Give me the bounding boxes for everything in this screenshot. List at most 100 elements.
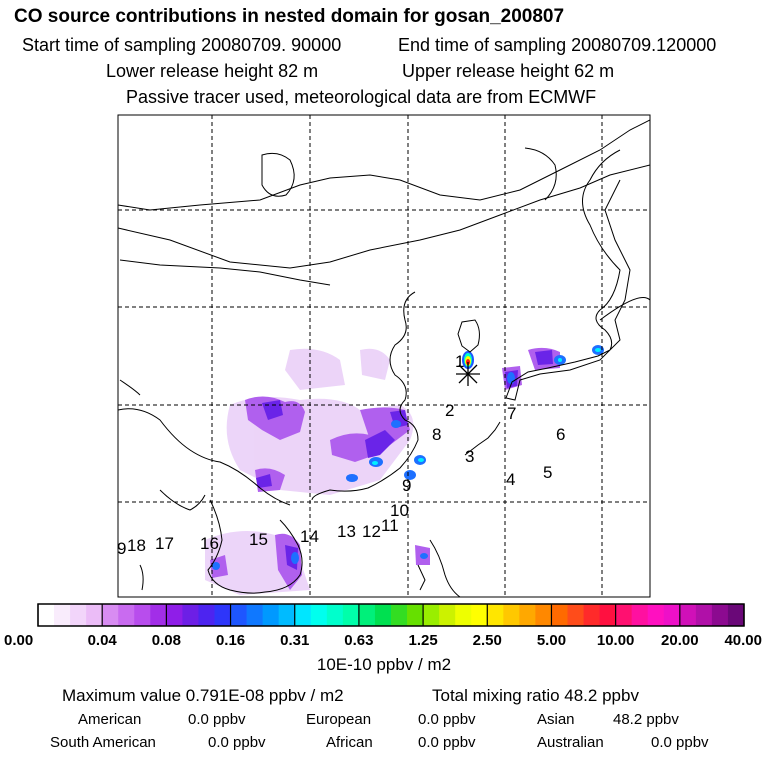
colorbar-tick-label: 0.04	[88, 632, 118, 649]
colorbar-swatch	[374, 604, 392, 626]
colorbar-swatch	[150, 604, 167, 626]
contrib-value-australian: 0.0 ppbv	[651, 734, 709, 751]
colorbar-swatch	[391, 604, 408, 626]
colorbar-swatch	[342, 604, 360, 626]
colorbar-tick-label: 0.00	[4, 632, 33, 649]
colorbar-swatch	[503, 604, 520, 626]
contrib-name-american: American	[78, 711, 142, 728]
map-frame	[117, 114, 651, 598]
colorbar-swatch	[487, 604, 504, 626]
plot-title: CO source contributions in nested domain…	[14, 6, 565, 27]
colorbar-swatch	[679, 604, 697, 626]
colorbar-swatch	[134, 604, 151, 626]
region-label-14: 14	[300, 527, 319, 546]
meteo-note: Passive tracer used, meteorological data…	[126, 87, 597, 107]
colorbar-swatch	[118, 604, 135, 626]
region-label-13: 13	[337, 522, 356, 541]
colorbar-swatch	[214, 604, 231, 626]
region-label-2: 2	[445, 401, 454, 420]
colorbar-swatch	[358, 604, 376, 626]
colorbar-swatch	[86, 604, 103, 626]
colorbar-swatch	[326, 604, 344, 626]
contrib-value-south-american: 0.0 ppbv	[208, 734, 266, 751]
colorbar-swatch	[54, 604, 71, 626]
graticule	[118, 115, 650, 597]
colorbar-swatch	[182, 604, 199, 626]
region-label-18: 18	[127, 536, 146, 555]
colorbar-swatch	[423, 604, 440, 626]
region-label-6: 6	[556, 425, 565, 444]
colorbar: 0.00 0.04 0.08 0.16 0.31 0.63 1.25 2.50 5.00 10.0…	[4, 603, 762, 649]
colorbar-swatch	[615, 604, 633, 626]
max-value-label: Maximum value 0.791E-08 ppbv / m2	[62, 686, 344, 705]
colorbar-swatch	[38, 604, 55, 626]
colorbar-swatches	[38, 604, 745, 626]
colorbar-swatch	[551, 604, 568, 626]
colorbar-swatch	[631, 604, 649, 626]
colorbar-swatch	[262, 604, 280, 626]
colorbar-swatch	[455, 604, 472, 626]
region-label-11: 11	[381, 516, 399, 535]
contrib-name-south-american: South American	[50, 734, 156, 751]
colorbar-swatch	[70, 604, 87, 626]
region-label-8: 8	[432, 425, 441, 444]
colorbar-swatch	[567, 604, 584, 626]
colorbar-tick-label: 5.00	[537, 632, 566, 649]
colorbar-swatch	[102, 604, 119, 626]
colorbar-swatch	[246, 604, 264, 626]
region-label-4: 4	[506, 470, 515, 489]
colorbar-tick-label: 0.63	[344, 632, 373, 649]
contrib-value-european: 0.0 ppbv	[418, 711, 476, 728]
colorbar-tick-label: 20.00	[661, 632, 699, 649]
colorbar-swatch	[711, 604, 729, 626]
colorbar-ticks: 0.00 0.04 0.08 0.16 0.31 0.63 1.25 2.50 5.00 10.0…	[4, 603, 762, 649]
colorbar-tick-label: 40.00	[724, 632, 762, 649]
contrib-name-asian: Asian	[537, 711, 575, 728]
contrib-value-american: 0.0 ppbv	[188, 711, 246, 728]
colorbar-swatch	[310, 604, 328, 626]
contrib-value-african: 0.0 ppbv	[418, 734, 476, 751]
colorbar-swatch	[519, 604, 536, 626]
coastlines	[118, 119, 650, 597]
map-panel: 1 2 3 4 5 6 7 8 9 10 11 12 13 14 15 16 1…	[117, 114, 651, 598]
colorbar-swatch	[695, 604, 713, 626]
colorbar-swatch	[583, 604, 600, 626]
colorbar-tick-label: 2.50	[473, 632, 502, 649]
contrib-name-african: African	[326, 734, 373, 751]
colorbar-tick-label: 0.08	[152, 632, 181, 649]
colorbar-swatch	[439, 604, 456, 626]
region-label-12: 12	[362, 522, 381, 541]
region-label-5: 5	[543, 463, 552, 482]
lower-height-label: Lower release height 82 m	[106, 61, 319, 81]
region-label-17: 17	[155, 534, 174, 553]
region-label-16: 16	[200, 534, 219, 553]
colorbar-swatch	[535, 604, 552, 626]
colorbar-swatch	[166, 604, 183, 626]
region-label-7: 7	[507, 404, 516, 423]
colorbar-swatch	[198, 604, 215, 626]
colorbar-frame	[37, 603, 745, 627]
colorbar-tick-label: 10.00	[597, 632, 635, 649]
asterisk-icon	[456, 362, 480, 386]
total-mixing-label: Total mixing ratio 48.2 ppbv	[432, 686, 639, 705]
colorbar-swatch	[647, 604, 665, 626]
receptor-hotspot	[462, 351, 474, 369]
colorbar-swatch	[599, 604, 617, 626]
contrib-name-european: European	[306, 711, 372, 728]
colorbar-tick-label: 1.25	[408, 632, 437, 649]
colorbar-tick-label: 0.31	[280, 632, 309, 649]
region-label-9: 9	[402, 476, 411, 495]
plume-cyan	[372, 348, 601, 465]
colorbar-swatch	[407, 604, 424, 626]
region-label-10: 10	[390, 501, 409, 520]
start-time-label: Start time of sampling 20080709. 90000	[22, 35, 342, 55]
contrib-value-asian: 48.2 ppbv	[613, 711, 679, 728]
region-label-3: 3	[465, 447, 474, 466]
plume-blue	[212, 345, 604, 570]
colorbar-unit: 10E-10 ppbv / m2	[316, 655, 452, 674]
region-label-15: 15	[249, 530, 268, 549]
region-label-1: 1	[455, 352, 464, 371]
region-label-19: 9	[117, 539, 126, 558]
colorbar-swatch	[663, 604, 681, 626]
colorbar-swatch	[727, 604, 745, 626]
